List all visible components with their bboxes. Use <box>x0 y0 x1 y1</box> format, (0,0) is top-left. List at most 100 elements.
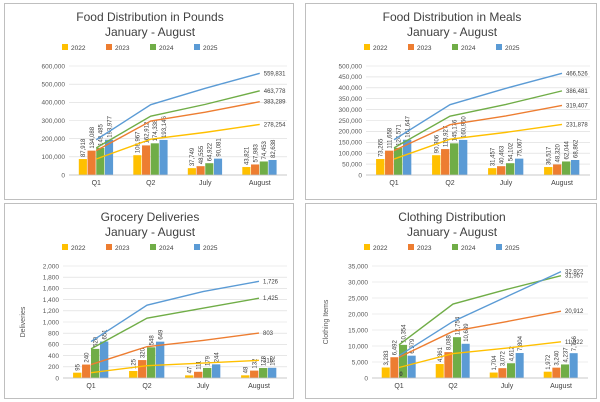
legend-label-2024: 2024 <box>159 245 174 252</box>
cumulative-end-label-2024: 1,425 <box>263 296 279 302</box>
bar-value-label: 36,517 <box>547 146 553 165</box>
bar-2025-Q1 <box>104 139 114 175</box>
cumulative-line-2023 <box>393 104 563 152</box>
bar-value-label: 95 <box>76 363 82 370</box>
bar-2023-Q2 <box>444 352 453 378</box>
bar-value-label: 134,088 <box>90 126 96 148</box>
cumulative-line-2023 <box>90 332 260 366</box>
chart-panel-clothing-distribution: Clothing Distribution January - August 202… <box>305 203 597 399</box>
y-tick-label: 0 <box>61 172 65 179</box>
y-axis-title: Deliveries <box>20 306 27 337</box>
legend-swatch-2022 <box>364 44 370 50</box>
bar-2022-August <box>242 167 251 175</box>
x-tick-label: July <box>197 383 210 390</box>
bar-value-label: 4,612 <box>509 346 515 362</box>
bar-value-label: 87,918 <box>81 138 87 157</box>
bar-2023-August <box>552 367 561 378</box>
y-tick-label: 0 <box>55 375 59 382</box>
legend-swatch-2025 <box>194 244 200 250</box>
bar-2023-August <box>251 164 260 175</box>
legend-label-2023: 2023 <box>115 45 130 52</box>
y-tick-label: 250,000 <box>339 118 363 125</box>
y-tick-label: 25,000 <box>348 295 368 302</box>
bar-value-label: 10,689 <box>464 323 470 342</box>
bar-2024-August <box>561 364 570 378</box>
bar-value-label: 124,571 <box>396 123 402 145</box>
bar-value-label: 1,972 <box>546 354 552 370</box>
x-tick-label: August <box>551 180 573 187</box>
bar-value-label: 10,354 <box>401 324 407 343</box>
chart-title: Food Distribution in Meals <box>383 10 522 24</box>
chart-subtitle: January - August <box>407 25 498 39</box>
bar-2022-July <box>488 168 497 175</box>
bar-2023-July <box>498 368 507 378</box>
bar-2024-Q1 <box>96 147 105 175</box>
bar-value-label: 48,320 <box>556 143 562 162</box>
zero-value-label: 0 <box>399 372 403 378</box>
bar-2023-July <box>497 166 506 175</box>
bar-value-label: 4,361 <box>438 346 444 362</box>
legend-label-2025: 2025 <box>505 245 520 252</box>
bar-2022-Q1 <box>376 159 385 175</box>
bar-2023-July <box>194 371 203 378</box>
chart-subtitle: January - August <box>407 225 498 239</box>
cumulative-end-label-2024: 31,957 <box>565 274 584 280</box>
x-tick-label: July <box>199 180 212 187</box>
y-tick-label: 400 <box>48 353 59 360</box>
y-tick-label: 200,000 <box>339 129 363 136</box>
chart-panel-grocery-deliveries: Grocery Deliveries January - August 2022 20… <box>4 203 294 399</box>
y-tick-label: 30,000 <box>348 279 368 286</box>
bar-value-label: 3,283 <box>384 350 390 366</box>
bar-value-label: 12,754 <box>455 316 461 335</box>
bar-value-label: 1,704 <box>492 355 498 371</box>
legend-swatch-2022 <box>62 44 68 50</box>
chart-title: Clothing Distribution <box>398 210 505 224</box>
y-tick-label: 20,000 <box>348 311 368 318</box>
bar-value-label: 108,967 <box>136 131 142 153</box>
x-tick-label: Q2 <box>142 383 151 390</box>
legend-swatch-2024 <box>150 244 156 250</box>
x-tick-label: Q2 <box>146 180 155 187</box>
bar-2025-August <box>569 353 578 378</box>
bar-value-label: 47 <box>188 366 194 373</box>
bar-2022-Q2 <box>133 155 142 175</box>
bar-2022-August <box>544 167 553 175</box>
bar-2024-August <box>562 161 571 175</box>
bar-value-label: 111 <box>197 360 203 370</box>
legend-swatch-2025 <box>496 244 502 250</box>
cumulative-line-2022 <box>90 359 260 374</box>
x-tick-label: August <box>249 180 271 187</box>
legend-swatch-2023 <box>408 244 414 250</box>
legend-label-2025: 2025 <box>505 45 520 52</box>
bar-2023-Q2 <box>142 145 151 175</box>
y-tick-label: 800 <box>48 331 59 338</box>
bar-2022-July <box>185 375 194 378</box>
legend-swatch-2025 <box>194 44 200 50</box>
x-tick-label: Q2 <box>445 180 454 187</box>
bar-2023-August <box>250 370 259 378</box>
bar-2025-July <box>514 158 524 175</box>
chart-panel-food-pounds: Food Distribution in Pounds January - Aug… <box>4 3 294 200</box>
bar-value-label: 320 <box>141 347 147 358</box>
x-tick-label: July <box>501 383 514 390</box>
bar-value-label: 182 <box>270 355 276 366</box>
y-tick-label: 15,000 <box>348 327 368 334</box>
y-tick-label: 1,800 <box>43 275 60 282</box>
cumulative-end-label-2022: 278,254 <box>264 122 286 128</box>
bar-2023-Q1 <box>82 364 91 378</box>
legend-label-2024: 2024 <box>159 45 174 52</box>
legend-swatch-2022 <box>62 244 68 250</box>
legend-label-2023: 2023 <box>417 245 432 252</box>
cumulative-line-2024 <box>95 90 260 149</box>
cumulative-line-2024 <box>393 90 563 149</box>
bar-value-label: 75,067 <box>517 138 523 157</box>
bar-2024-August <box>259 368 268 378</box>
bar-value-label: 7,756 <box>572 336 578 352</box>
y-tick-label: 100,000 <box>339 151 363 158</box>
bar-2024-Q2 <box>147 347 156 378</box>
legend-swatch-2024 <box>452 244 458 250</box>
bar-value-label: 162,912 <box>144 121 150 143</box>
bar-value-label: 520 <box>93 336 99 347</box>
